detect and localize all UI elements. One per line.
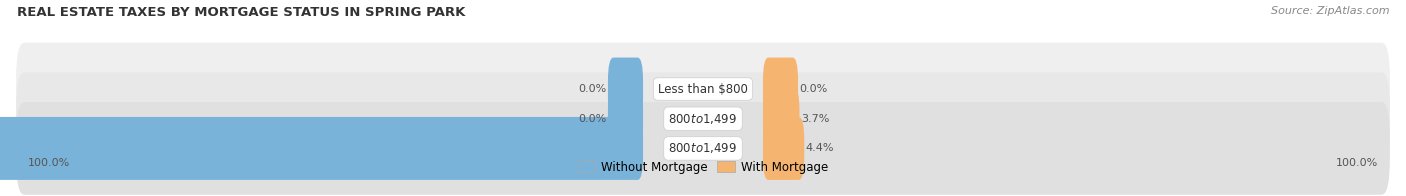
FancyBboxPatch shape (607, 58, 643, 121)
Text: 0.0%: 0.0% (578, 84, 606, 94)
FancyBboxPatch shape (15, 43, 1391, 135)
Text: REAL ESTATE TAXES BY MORTGAGE STATUS IN SPRING PARK: REAL ESTATE TAXES BY MORTGAGE STATUS IN … (17, 6, 465, 19)
Text: 0.0%: 0.0% (578, 114, 606, 124)
FancyBboxPatch shape (763, 117, 804, 180)
FancyBboxPatch shape (15, 102, 1391, 195)
Text: $800 to $1,499: $800 to $1,499 (668, 142, 738, 155)
FancyBboxPatch shape (0, 117, 643, 180)
Text: $800 to $1,499: $800 to $1,499 (668, 112, 738, 126)
Text: 100.0%: 100.0% (1336, 158, 1378, 168)
Text: 100.0%: 100.0% (28, 158, 70, 168)
Text: 0.0%: 0.0% (800, 84, 828, 94)
FancyBboxPatch shape (15, 72, 1391, 165)
FancyBboxPatch shape (763, 58, 799, 121)
FancyBboxPatch shape (607, 87, 643, 150)
FancyBboxPatch shape (763, 87, 800, 150)
Text: 3.7%: 3.7% (801, 114, 830, 124)
Text: 4.4%: 4.4% (806, 143, 834, 153)
Text: Source: ZipAtlas.com: Source: ZipAtlas.com (1271, 6, 1389, 16)
Legend: Without Mortgage, With Mortgage: Without Mortgage, With Mortgage (574, 156, 832, 178)
Text: Less than $800: Less than $800 (658, 83, 748, 95)
